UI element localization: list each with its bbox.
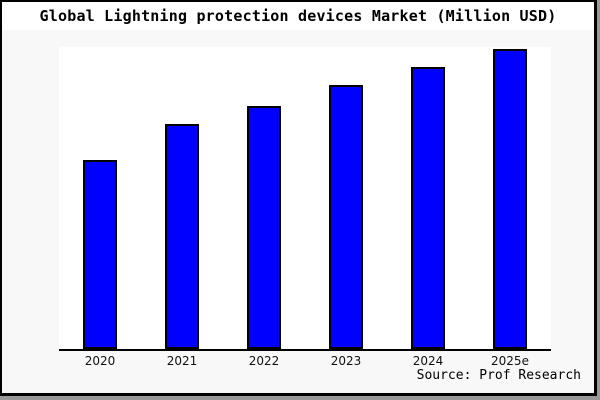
bar-2021 bbox=[165, 124, 199, 349]
x-tick-label-2022: 2022 bbox=[248, 354, 280, 368]
bar-2023 bbox=[329, 85, 363, 349]
bar-slot-2025e bbox=[469, 49, 551, 349]
x-axis-labels: 2020 2021 2022 2023 2024 2025e bbox=[59, 354, 551, 369]
bar-slot-2024 bbox=[387, 67, 469, 349]
chart-title: Global Lightning protection devices Mark… bbox=[39, 7, 557, 25]
plot-area bbox=[59, 47, 551, 351]
x-tick-label-2021: 2021 bbox=[166, 354, 198, 368]
x-tick-label-2020: 2020 bbox=[84, 354, 116, 368]
bars-row bbox=[59, 47, 551, 349]
bar-2022 bbox=[247, 106, 281, 349]
bar-2025e bbox=[493, 49, 527, 349]
bar-slot-2021 bbox=[141, 124, 223, 349]
x-tick-label-2023: 2023 bbox=[330, 354, 362, 368]
source-caption: Source: Prof Research bbox=[416, 368, 581, 383]
x-tick-label-2024: 2024 bbox=[412, 354, 444, 368]
bar-2024 bbox=[411, 67, 445, 349]
bar-2020 bbox=[83, 160, 117, 349]
x-tick-label-2025e: 2025e bbox=[491, 354, 529, 368]
bar-slot-2023 bbox=[305, 85, 387, 349]
bar-slot-2022 bbox=[223, 106, 305, 349]
title-band: Global Lightning protection devices Mark… bbox=[2, 2, 594, 30]
bar-slot-2020 bbox=[59, 160, 141, 349]
